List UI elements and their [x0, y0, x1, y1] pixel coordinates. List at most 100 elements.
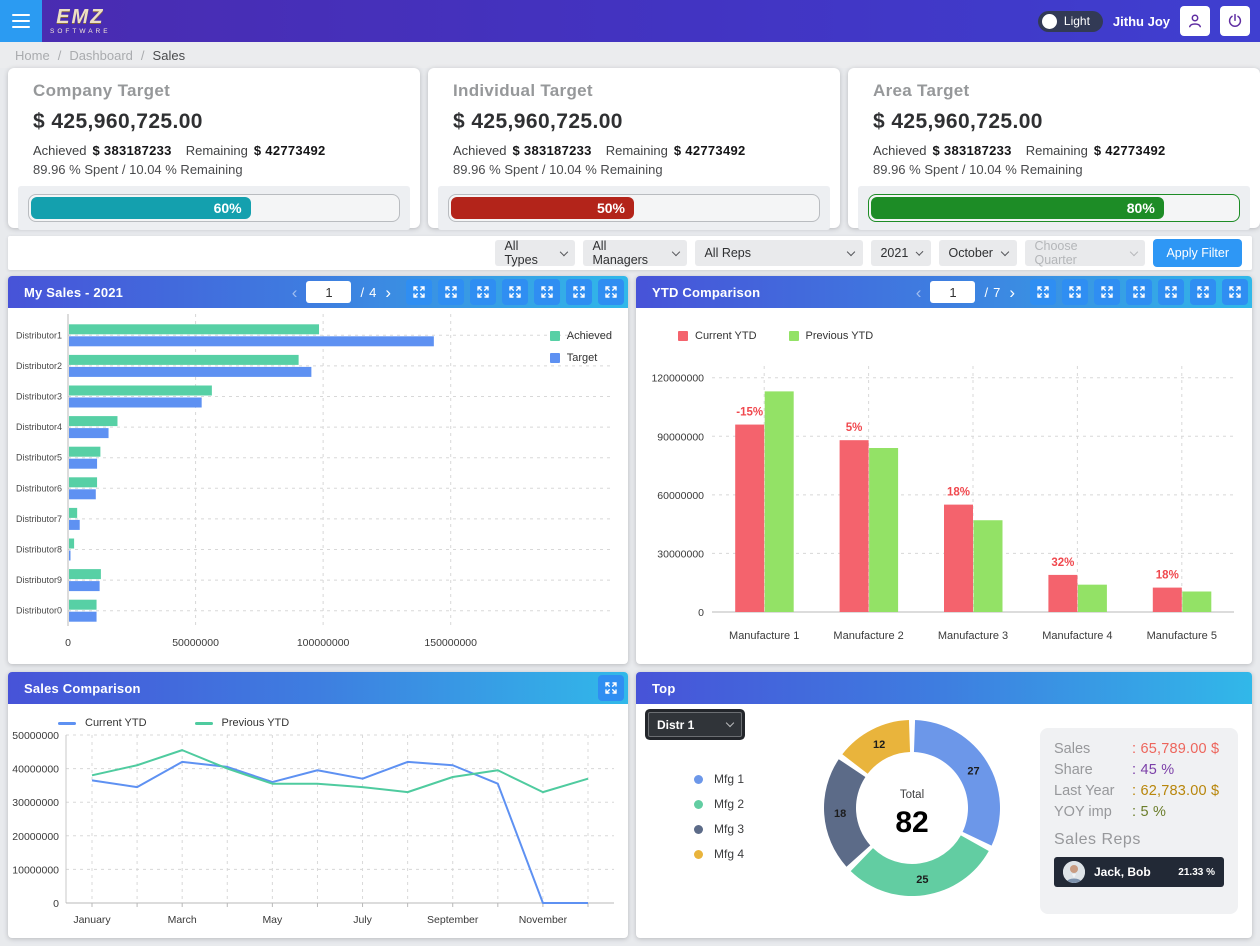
month-filter-select[interactable]: October [939, 240, 1018, 266]
bar-Target-Distributor2 [69, 366, 312, 377]
svg-text:Distributor0: Distributor0 [16, 606, 62, 616]
theme-toggle[interactable]: Light [1037, 10, 1103, 32]
bar-current-Manufacture 3 [944, 504, 973, 612]
apply-filter-button[interactable]: Apply Filter [1153, 239, 1242, 267]
bar-Target-Distributor1 [69, 336, 434, 347]
user-name: Jithu Joy [1112, 13, 1170, 29]
next-page-button[interactable]: › [385, 282, 391, 302]
expand-button[interactable] [470, 279, 496, 305]
bar-previous-Manufacture 1 [764, 391, 794, 612]
progress-track: 50% [448, 194, 820, 222]
page-input[interactable]: 1 [306, 281, 352, 303]
donut-segment-Mfg 2 [850, 835, 989, 896]
expand-buttons [1030, 279, 1248, 305]
progress-fill: 80% [871, 197, 1164, 219]
achieved-swatch [549, 331, 560, 341]
legend-item: Current YTD [678, 330, 757, 342]
expand-button[interactable] [1158, 279, 1184, 305]
chevron-down-icon [559, 247, 568, 256]
legend-label: Previous YTD [805, 330, 874, 342]
year-filter-select[interactable]: 2021 [871, 240, 932, 266]
expand-button[interactable] [598, 279, 624, 305]
breadcrumb-separator: / [57, 47, 62, 63]
expand-button[interactable] [1126, 279, 1152, 305]
legend-label: Mfg 1 [714, 772, 745, 786]
breadcrumb: Home / Dashboard / Sales [0, 42, 1260, 68]
bar-Achieved-Distributor1 [69, 324, 320, 335]
expand-button[interactable] [1062, 279, 1088, 305]
legend-item: Mfg 1 [694, 772, 744, 786]
svg-text:90000000: 90000000 [657, 431, 704, 443]
logout-button[interactable] [1220, 6, 1250, 36]
brand-logo[interactable]: EMZ SOFTWARE [50, 7, 111, 36]
expand-button[interactable] [534, 279, 560, 305]
prev-page-button[interactable]: ‹ [291, 282, 298, 302]
reps-filter-select[interactable]: All Reps [695, 240, 864, 266]
sales-comparison-legend: Current YTD Previous YTD [58, 717, 628, 729]
sales-rep-row[interactable]: Jack, Bob 21.33 % [1054, 857, 1224, 887]
svg-text:18%: 18% [1156, 570, 1179, 582]
svg-text:5%: 5% [846, 422, 863, 434]
page-input[interactable]: 1 [930, 281, 976, 303]
ytd-legend: Current YTD Previous YTD [678, 330, 1252, 342]
svg-text:30000000: 30000000 [12, 797, 59, 809]
next-page-button[interactable]: › [1009, 282, 1015, 302]
expand-buttons [406, 279, 624, 305]
bar-current-Manufacture 1 [735, 424, 765, 612]
expand-button[interactable] [502, 279, 528, 305]
target-cards-row: Company Target $ 425,960,725.00 Achieved… [8, 68, 1260, 230]
expand-button[interactable] [1190, 279, 1216, 305]
svg-text:27: 27 [967, 766, 979, 778]
bar-Achieved-Distributor7 [69, 507, 78, 518]
svg-text:Distributor4: Distributor4 [16, 422, 62, 432]
managers-filter-select[interactable]: All Managers [583, 239, 688, 267]
svg-text:March: March [168, 914, 197, 926]
quarter-filter-select[interactable]: Choose Quarter [1025, 239, 1146, 267]
bar-Achieved-Distributor3 [69, 385, 212, 396]
expand-icon [605, 286, 617, 298]
ytd-comparison-panel: YTD Comparison ‹ 1 /7 › Current YTD Prev… [636, 276, 1252, 664]
profile-button[interactable] [1180, 6, 1210, 36]
sales-comparison-svg: 0 10000000 20000000 30000000 40000000 5000000… [12, 730, 614, 926]
achieved-remaining-line: Achieved $ 383187233 Remaining $ 4277349… [873, 143, 1166, 158]
breadcrumb-home[interactable]: Home [15, 47, 50, 63]
menu-button[interactable] [0, 0, 42, 42]
bar-Achieved-Distributor4 [69, 416, 118, 427]
distributor-select[interactable]: Distr 1 [648, 712, 742, 737]
top-navbar: EMZ SOFTWARE Light Jithu Joy [0, 0, 1260, 42]
expand-button[interactable] [438, 279, 464, 305]
svg-text:0: 0 [53, 898, 59, 910]
filter-bar: All Types All Managers All Reps 2021 Oct… [8, 236, 1252, 270]
legend-label: Previous YTD [221, 717, 290, 729]
top-header: Top [636, 672, 1252, 704]
expand-button[interactable] [406, 279, 432, 305]
expand-button[interactable] [1222, 279, 1248, 305]
legend-label: Current YTD [85, 717, 147, 729]
panel-title: Top [652, 680, 676, 696]
expand-button[interactable] [598, 675, 624, 701]
progress-strip: 50% [438, 186, 830, 230]
types-filter-select[interactable]: All Types [495, 239, 576, 267]
progress-label: 50% [596, 200, 625, 216]
expand-button[interactable] [1030, 279, 1056, 305]
area-target-card: Area Target $ 425,960,725.00 Achieved $ … [848, 68, 1260, 230]
expand-button[interactable] [1094, 279, 1120, 305]
rep-photo-icon [1063, 861, 1085, 883]
ytd-header: YTD Comparison ‹ 1 /7 › [636, 276, 1252, 308]
svg-text:Distributor6: Distributor6 [16, 483, 62, 493]
svg-text:Distributor8: Distributor8 [16, 545, 62, 555]
breadcrumb-dashboard[interactable]: Dashboard [69, 47, 133, 63]
svg-text:100000000: 100000000 [297, 637, 350, 649]
person-icon [1189, 14, 1201, 28]
legend-item: Mfg 2 [694, 797, 744, 811]
svg-text:12: 12 [873, 739, 885, 751]
svg-text:September: September [427, 914, 479, 926]
svg-text:150000000: 150000000 [424, 637, 477, 649]
page-total: /4 [360, 284, 377, 300]
bar-Target-Distributor6 [69, 489, 96, 500]
expand-button[interactable] [566, 279, 592, 305]
svg-text:0: 0 [698, 607, 704, 619]
prev-page-button[interactable]: ‹ [915, 282, 922, 302]
legend-item: Mfg 3 [694, 822, 744, 836]
chevron-down-icon [915, 247, 924, 256]
